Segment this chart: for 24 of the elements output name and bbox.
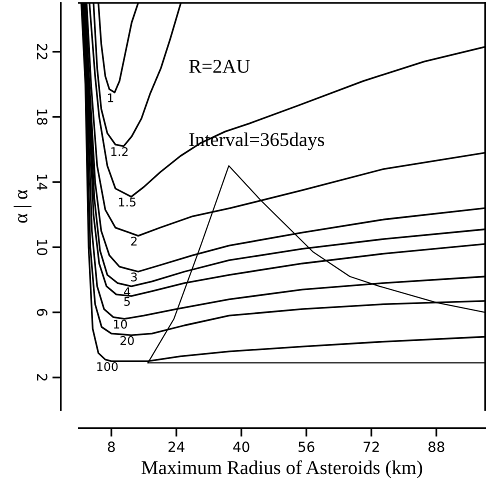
annotation: R=2AU [189,60,250,73]
series-label: 1.5 [119,198,136,207]
y-tick-label: 18 [36,110,48,125]
series-label: 3 [131,272,137,282]
x-tick-label: 88 [428,442,444,452]
series-label: 1 [108,94,114,102]
x-tick-label: 24 [168,442,184,452]
x-axis-title: Maximum Radius of Asteroids (km) [142,460,422,478]
series-label: 100 [97,362,118,372]
series-label: 5 [124,297,130,306]
x-tick-label: 56 [298,442,314,452]
x-tick-label: 8 [108,442,115,452]
y-tick-label: 10 [36,240,48,256]
series-label: 2 [131,236,137,246]
series-label: 20 [120,336,134,345]
y-tick-label: 6 [36,308,48,316]
series-label: 10 [114,320,127,329]
series-label: 1.2 [111,147,128,156]
y-axis-title: α | α [14,190,32,223]
x-tick-label: 40 [233,442,250,452]
y-tick-label: 14 [37,174,48,190]
y-tick-label: 22 [37,44,48,60]
y-tick-label: 2 [37,374,48,381]
x-tick-label: 72 [364,442,379,452]
